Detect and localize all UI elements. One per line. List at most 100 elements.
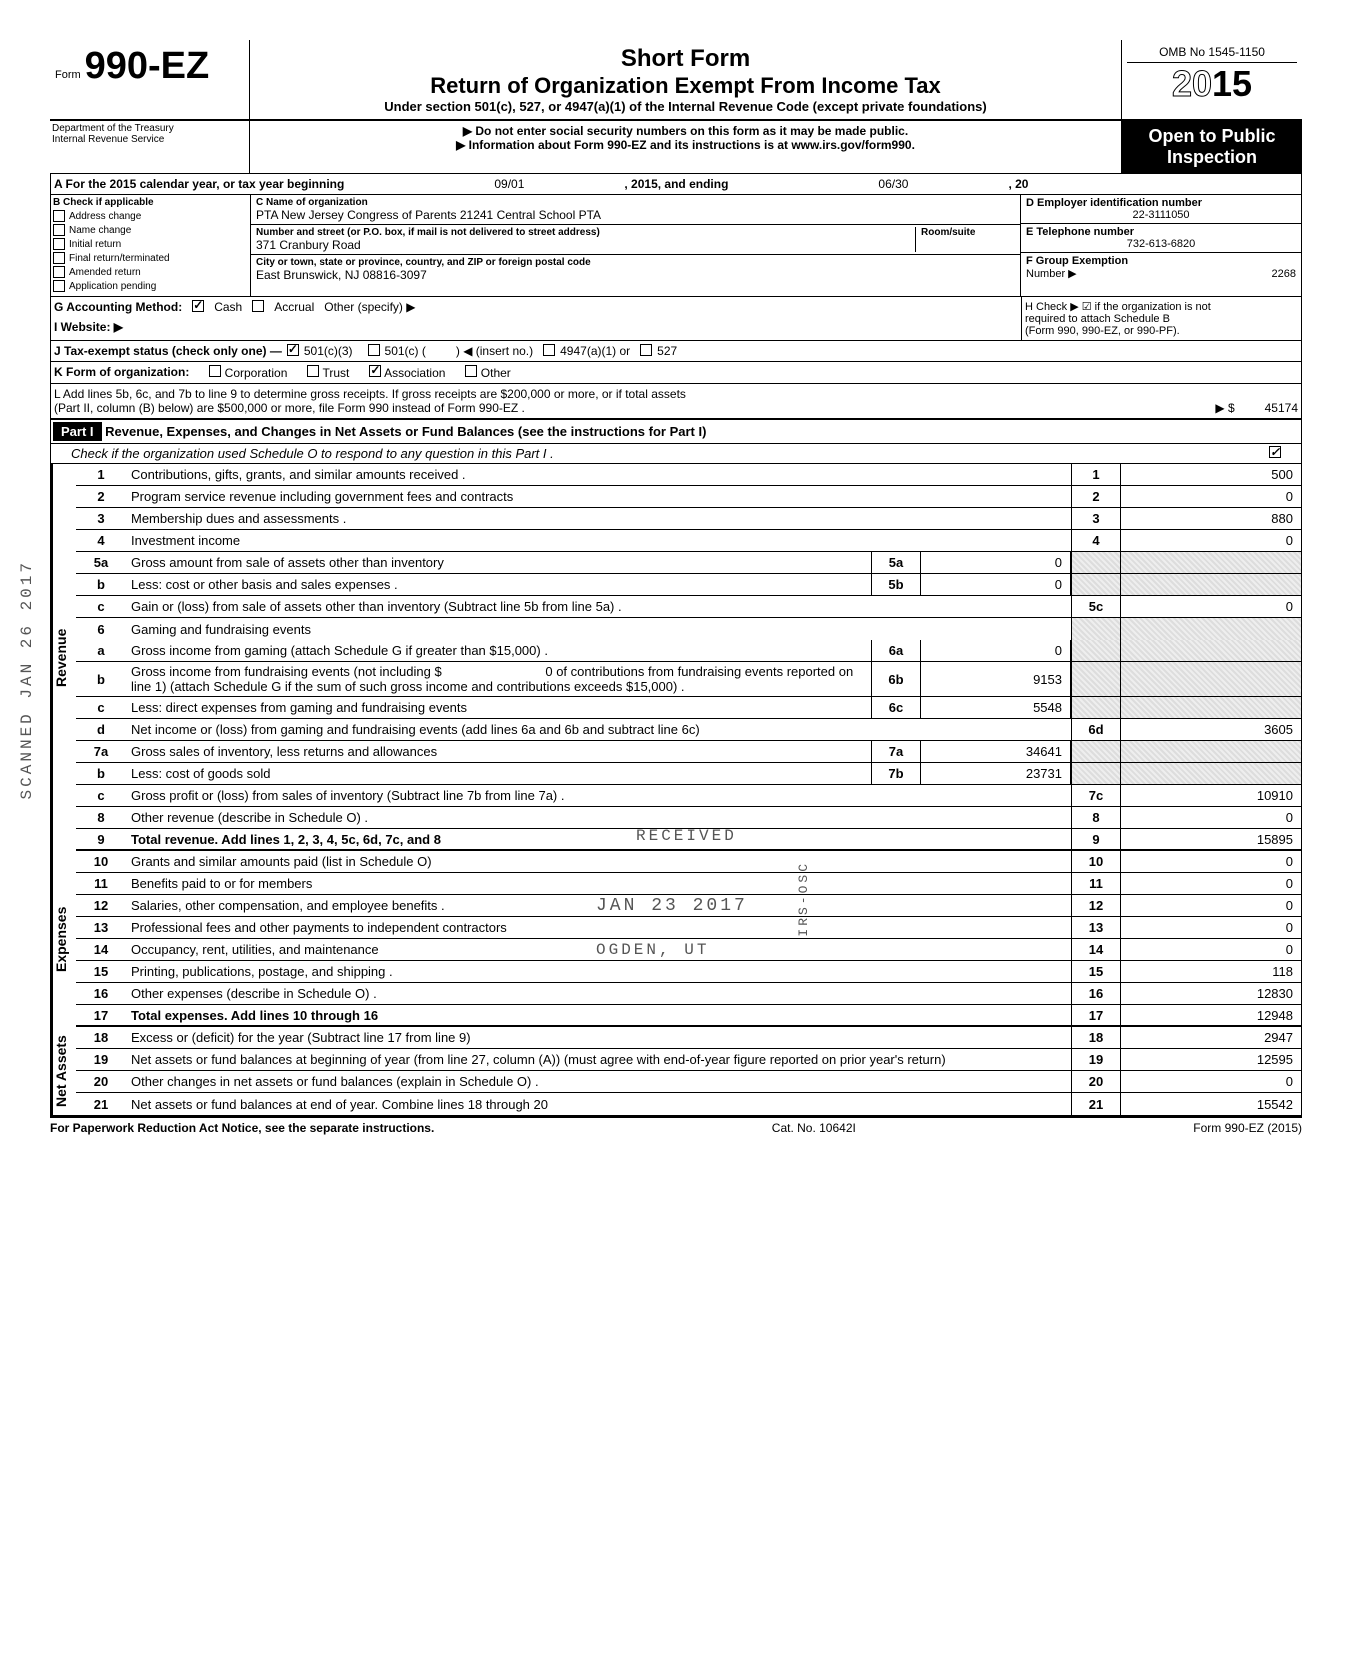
netassets-side-label: Net Assets — [52, 1027, 76, 1115]
accounting-row: G Accounting Method: Cash Accrual Other … — [51, 297, 1021, 317]
check-name[interactable]: Name change — [53, 224, 248, 236]
title-box: Short Form Return of Organization Exempt… — [250, 40, 1122, 119]
dept-treasury: Department of the Treasury — [52, 123, 247, 134]
check-527[interactable] — [640, 344, 652, 356]
h-check-3: (Form 990, 990-EZ, or 990-PF). — [1025, 325, 1298, 337]
check-other-org[interactable] — [465, 365, 477, 377]
check-final[interactable]: Final return/terminated — [53, 252, 248, 264]
check-initial[interactable]: Initial return — [53, 238, 248, 250]
line-7a: 7a Gross sales of inventory, less return… — [76, 741, 1301, 763]
omb-number: OMB No 1545-1150 — [1127, 45, 1297, 63]
form-type-row: K Form of organization: Corporation Trus… — [51, 362, 1301, 384]
h-check-1: H Check ▶ ☑ if the organization is not — [1025, 300, 1298, 313]
gross-receipts-row: L Add lines 5b, 6c, and 7b to line 9 to … — [51, 384, 1301, 420]
line-7c: c Gross profit or (loss) from sales of i… — [76, 785, 1301, 807]
main-title: Return of Organization Exempt From Incom… — [255, 73, 1116, 99]
subtitle: Under section 501(c), 527, or 4947(a)(1)… — [255, 99, 1116, 114]
group-label: F Group Exemption — [1026, 255, 1128, 267]
org-city-cell: City or town, state or province, country… — [251, 255, 1020, 284]
header-row: Form 990-EZ Short Form Return of Organiz… — [50, 40, 1302, 121]
check-column: B Check if applicable Address change Nam… — [51, 195, 251, 296]
period-end: 06/30 — [878, 177, 908, 191]
line-15: 15 Printing, publications, postage, and … — [76, 961, 1301, 983]
dept-row: Department of the Treasury Internal Reve… — [50, 121, 1302, 174]
check-assoc[interactable] — [369, 365, 381, 377]
org-room-label: Room/suite — [921, 227, 1015, 238]
open-public-1: Open to Public — [1127, 126, 1297, 147]
schedule-o-label: Check if the organization used Schedule … — [71, 446, 554, 461]
form-number: 990-EZ — [85, 45, 210, 87]
period-mid: , 2015, and ending — [624, 177, 728, 191]
period-row: A For the 2015 calendar year, or tax yea… — [51, 174, 1301, 195]
org-name: PTA New Jersey Congress of Parents 21241… — [256, 208, 1015, 222]
org-addr-cell: Number and street (or P.O. box, if mail … — [251, 225, 1020, 255]
ein-value: 22-3111050 — [1026, 209, 1296, 221]
check-accrual[interactable] — [252, 300, 264, 312]
line-11: 11 Benefits paid to or for members 11 0 — [76, 873, 1301, 895]
check-amended[interactable]: Amended return — [53, 266, 248, 278]
form-prefix: Form — [55, 69, 81, 81]
org-addr-label: Number and street (or P.O. box, if mail … — [256, 227, 915, 238]
org-name-cell: C Name of organization PTA New Jersey Co… — [251, 195, 1020, 225]
footer-center: Cat. No. 10642I — [772, 1121, 856, 1135]
ogden-stamp: OGDEN, UT — [596, 941, 709, 959]
group-value: 2268 — [1272, 268, 1296, 280]
line-1: 1 Contributions, gifts, grants, and simi… — [76, 464, 1301, 486]
k-label: K Form of organization: — [54, 365, 189, 380]
line-20: 20 Other changes in net assets or fund b… — [76, 1071, 1301, 1093]
k2-label: Trust — [323, 366, 350, 380]
check-corp[interactable] — [209, 365, 221, 377]
open-public-2: Inspection — [1127, 147, 1297, 168]
line-19: 19 Net assets or fund balances at beginn… — [76, 1049, 1301, 1071]
netassets-section: Net Assets 18 Excess or (deficit) for th… — [51, 1027, 1301, 1117]
website-row: I Website: ▶ — [51, 317, 1021, 337]
line-8: 8 Other revenue (describe in Schedule O)… — [76, 807, 1301, 829]
line-7b: b Less: cost of goods sold 7b 23731 — [76, 763, 1301, 785]
check-pending[interactable]: Application pending — [53, 280, 248, 292]
check-trust[interactable] — [307, 365, 319, 377]
check-schedule-o[interactable] — [1269, 446, 1281, 458]
check-501c3[interactable] — [287, 344, 299, 356]
accrual-label: Accrual — [274, 300, 314, 314]
check-addr[interactable]: Address change — [53, 210, 248, 222]
scanned-stamp: SCANNED JAN 26 2017 — [18, 560, 36, 799]
l-label-2: (Part II, column (B) below) are $500,000… — [54, 401, 686, 415]
org-name-label: C Name of organization — [256, 197, 1015, 208]
revenue-section: Revenue 1 Contributions, gifts, grants, … — [51, 464, 1301, 851]
line-2: 2 Program service revenue including gove… — [76, 486, 1301, 508]
other-label: Other (specify) ▶ — [324, 300, 415, 314]
open-public: Open to Public Inspection — [1122, 121, 1302, 173]
line-18: 18 Excess or (deficit) for the year (Sub… — [76, 1027, 1301, 1049]
h-check-cell: H Check ▶ ☑ if the organization is not r… — [1021, 297, 1301, 340]
line-16: 16 Other expenses (describe in Schedule … — [76, 983, 1301, 1005]
notice-info: ▶ Information about Form 990-EZ and its … — [253, 138, 1118, 152]
line-6: 6 Gaming and fundraising events — [76, 618, 1301, 640]
j2-label: 501(c) ( — [385, 344, 426, 358]
short-form-title: Short Form — [255, 45, 1116, 73]
schedule-o-row: Check if the organization used Schedule … — [51, 444, 1301, 464]
notice-box: ▶ Do not enter social security numbers o… — [250, 121, 1122, 173]
check-501c[interactable] — [368, 344, 380, 356]
received-stamp: RECEIVED — [636, 827, 737, 845]
check-b-label: B Check if applicable — [53, 197, 248, 208]
ein-cell: D Employer identification number 22-3111… — [1021, 195, 1301, 224]
line-3: 3 Membership dues and assessments . 3 88… — [76, 508, 1301, 530]
check-4947[interactable] — [543, 344, 555, 356]
line-6a: a Gross income from gaming (attach Sched… — [76, 640, 1301, 662]
check-cash[interactable] — [192, 300, 204, 312]
line-6b: b Gross income from fundraising events (… — [76, 662, 1301, 697]
expenses-side-label: Expenses — [52, 851, 76, 1027]
footer-right: Form 990-EZ (2015) — [1193, 1121, 1302, 1135]
org-column: C Name of organization PTA New Jersey Co… — [251, 195, 1021, 296]
info-grid: B Check if applicable Address change Nam… — [51, 195, 1301, 297]
org-addr: 371 Cranbury Road — [256, 238, 915, 252]
irs-osc-stamp: IRS-OSC — [796, 861, 811, 937]
tax-status-row: J Tax-exempt status (check only one) — 5… — [51, 341, 1301, 362]
cash-label: Cash — [214, 300, 242, 314]
phone-label: E Telephone number — [1026, 226, 1296, 238]
l-label-1: L Add lines 5b, 6c, and 7b to line 9 to … — [54, 387, 686, 401]
l-arrow: ▶ $ — [1215, 401, 1234, 415]
group-label2: Number ▶ — [1026, 268, 1077, 280]
year-bold: 15 — [1212, 63, 1252, 104]
line-9: 9 Total revenue. Add lines 1, 2, 3, 4, 5… — [76, 829, 1301, 851]
